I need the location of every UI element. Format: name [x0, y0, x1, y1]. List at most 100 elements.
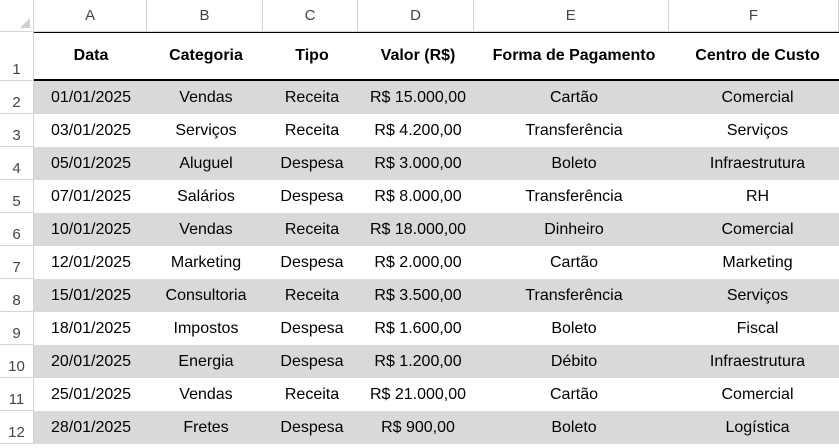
- cell-tipo[interactable]: Despesa: [280, 154, 344, 172]
- cell-forma[interactable]: Cartão: [549, 253, 599, 271]
- header-cell-valor[interactable]: Valor (R$): [380, 47, 456, 64]
- cell-tipo[interactable]: Receita: [284, 121, 340, 139]
- cell-categoria[interactable]: Fretes: [183, 418, 229, 436]
- table-row: 28/01/2025 Fretes Despesa R$ 900,00 Boleto Lo…: [34, 411, 839, 444]
- cell-forma[interactable]: Transferência: [525, 187, 623, 205]
- row-header-7[interactable]: 7: [0, 246, 34, 279]
- row-header-12[interactable]: 12: [0, 411, 34, 444]
- header-cell-forma[interactable]: Forma de Pagamento: [492, 47, 656, 64]
- header-cell-centro[interactable]: Centro de Custo: [695, 47, 820, 64]
- table-row: 05/01/2025 Aluguel Despesa R$ 3.000,00 Bolet…: [34, 147, 839, 180]
- header-cell-tipo[interactable]: Tipo: [295, 47, 329, 64]
- cell-data[interactable]: 03/01/2025: [50, 121, 132, 139]
- cell-centro[interactable]: Serviços: [726, 286, 789, 304]
- cell-forma[interactable]: Débito: [550, 352, 598, 370]
- row-header-4[interactable]: 4: [0, 147, 34, 180]
- cell-forma[interactable]: Boleto: [551, 154, 597, 172]
- row-header-5[interactable]: 5: [0, 180, 34, 213]
- column-header-a[interactable]: A: [33, 0, 148, 32]
- cell-data[interactable]: 25/01/2025: [50, 385, 132, 403]
- cell-centro[interactable]: Infraestrutura: [709, 154, 806, 172]
- cell-valor[interactable]: R$ 8.000,00: [374, 187, 462, 205]
- cell-categoria[interactable]: Vendas: [179, 220, 233, 238]
- select-all-corner[interactable]: [0, 0, 34, 32]
- cell-centro[interactable]: Fiscal: [736, 319, 779, 337]
- cell-categoria[interactable]: Vendas: [179, 385, 233, 403]
- cell-centro[interactable]: RH: [745, 187, 770, 205]
- column-header-f[interactable]: F: [668, 0, 839, 32]
- cell-data[interactable]: 12/01/2025: [50, 253, 132, 271]
- row-header-1[interactable]: 1: [0, 32, 34, 81]
- cell-data[interactable]: 28/01/2025: [50, 418, 132, 436]
- cell-centro[interactable]: Comercial: [721, 220, 794, 238]
- cell-tipo[interactable]: Receita: [284, 220, 340, 238]
- cell-categoria[interactable]: Salários: [177, 187, 235, 205]
- cell-tipo[interactable]: Despesa: [280, 418, 344, 436]
- cell-tipo[interactable]: Receita: [284, 88, 340, 106]
- cell-tipo[interactable]: Despesa: [280, 319, 344, 337]
- cell-forma[interactable]: Cartão: [549, 88, 599, 106]
- cell-data[interactable]: 20/01/2025: [50, 352, 132, 370]
- cell-centro[interactable]: Logística: [725, 418, 790, 436]
- cell-centro[interactable]: Comercial: [721, 385, 794, 403]
- row-header-bar: 1 2 3 4 5 6 7 8 9 10 11 12: [0, 32, 34, 444]
- cell-valor[interactable]: R$ 3.500,00: [374, 286, 462, 304]
- cell-valor[interactable]: R$ 4.200,00: [374, 121, 462, 139]
- column-header-d[interactable]: D: [358, 0, 474, 32]
- row-header-9[interactable]: 9: [0, 312, 34, 345]
- cell-centro[interactable]: Infraestrutura: [709, 352, 806, 370]
- cell-forma[interactable]: Boleto: [551, 418, 597, 436]
- row-header-8[interactable]: 8: [0, 279, 34, 312]
- table-row: 01/01/2025 Vendas Receita R$ 15.000,00 Cartã…: [34, 81, 839, 114]
- row-header-2[interactable]: 2: [0, 81, 34, 114]
- cell-valor[interactable]: R$ 3.000,00: [374, 154, 462, 172]
- cell-forma[interactable]: Cartão: [549, 385, 599, 403]
- cell-centro[interactable]: Serviços: [726, 121, 789, 139]
- table-header-row: Data Categoria Tipo Valor (R$) Forma de Paga…: [34, 32, 839, 81]
- cell-tipo[interactable]: Despesa: [280, 187, 344, 205]
- cell-categoria[interactable]: Vendas: [179, 88, 233, 106]
- cell-data[interactable]: 05/01/2025: [50, 154, 132, 172]
- cell-tipo[interactable]: Receita: [284, 286, 340, 304]
- cell-categoria[interactable]: Aluguel: [179, 154, 233, 172]
- column-header-c[interactable]: C: [262, 0, 359, 32]
- column-header-e[interactable]: E: [473, 0, 669, 32]
- cell-valor[interactable]: R$ 15.000,00: [369, 88, 467, 106]
- select-all-icon: [19, 18, 30, 28]
- cell-valor[interactable]: R$ 900,00: [381, 418, 455, 436]
- cell-forma[interactable]: Transferência: [525, 286, 623, 304]
- cell-forma[interactable]: Transferência: [525, 121, 623, 139]
- cell-forma[interactable]: Dinheiro: [544, 220, 604, 238]
- cell-valor[interactable]: R$ 21.000,00: [369, 385, 467, 403]
- cell-categoria[interactable]: Serviços: [175, 121, 237, 139]
- cell-categoria[interactable]: Energia: [178, 352, 234, 370]
- cell-valor[interactable]: R$ 1.200,00: [374, 352, 462, 370]
- cell-tipo[interactable]: Despesa: [280, 253, 344, 271]
- cell-valor[interactable]: R$ 1.600,00: [374, 319, 462, 337]
- cell-categoria[interactable]: Impostos: [173, 319, 239, 337]
- column-header-b[interactable]: B: [147, 0, 263, 32]
- row-header-10[interactable]: 10: [0, 345, 34, 378]
- table-row: 12/01/2025 Marketing Despesa R$ 2.000,00 Car…: [34, 246, 839, 279]
- cell-data[interactable]: 07/01/2025: [50, 187, 132, 205]
- cell-tipo[interactable]: Despesa: [280, 352, 344, 370]
- row-header-3[interactable]: 3: [0, 114, 34, 147]
- cell-centro[interactable]: Comercial: [721, 88, 794, 106]
- table-row: 20/01/2025 Energia Despesa R$ 1.200,00 Débit…: [34, 345, 839, 378]
- cell-centro[interactable]: Marketing: [722, 253, 793, 271]
- cell-valor[interactable]: R$ 18.000,00: [369, 220, 467, 238]
- cell-categoria[interactable]: Marketing: [170, 253, 242, 271]
- row-header-6[interactable]: 6: [0, 213, 34, 246]
- cell-valor[interactable]: R$ 2.000,00: [374, 253, 462, 271]
- header-cell-data[interactable]: Data: [73, 47, 109, 64]
- cell-data[interactable]: 15/01/2025: [50, 286, 132, 304]
- header-cell-categoria[interactable]: Categoria: [169, 47, 243, 64]
- cell-categoria[interactable]: Consultoria: [165, 286, 247, 304]
- cell-tipo[interactable]: Receita: [284, 385, 340, 403]
- cell-data[interactable]: 10/01/2025: [50, 220, 132, 238]
- cell-forma[interactable]: Boleto: [551, 319, 597, 337]
- row-header-11[interactable]: 11: [0, 378, 34, 411]
- cell-data[interactable]: 18/01/2025: [50, 319, 132, 337]
- cell-data[interactable]: 01/01/2025: [50, 88, 132, 106]
